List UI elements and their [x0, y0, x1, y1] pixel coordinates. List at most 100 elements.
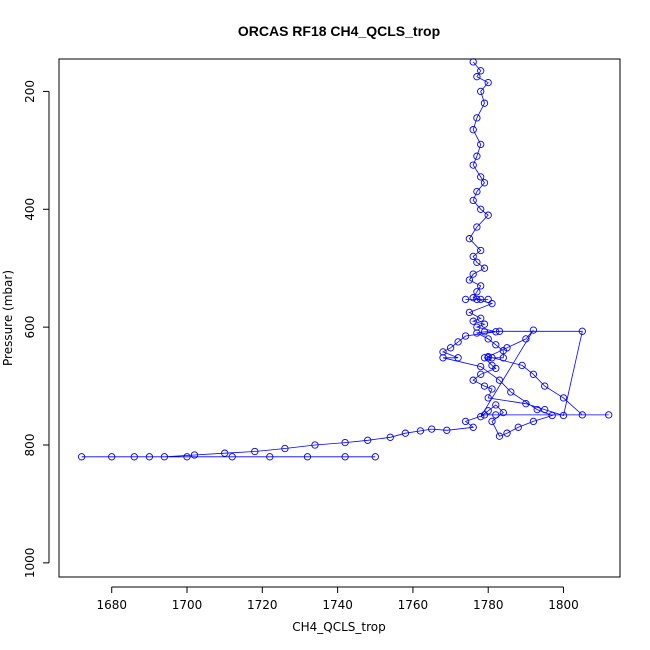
data-point	[507, 388, 515, 396]
data-point	[228, 453, 236, 461]
data-point	[477, 413, 485, 421]
data-point	[541, 405, 549, 414]
x-tick-label: 1680	[96, 598, 127, 612]
chart-title: ORCAS RF18 CH4_QCLS_trop	[238, 23, 440, 39]
data-point	[145, 453, 154, 461]
data-point	[190, 451, 199, 459]
data-point	[416, 427, 425, 435]
data-point	[495, 327, 504, 335]
data-point	[529, 417, 538, 426]
data-point	[514, 423, 522, 431]
data-point	[495, 432, 504, 440]
data-point	[488, 299, 496, 308]
data-point	[480, 264, 489, 272]
data-point	[541, 382, 549, 390]
data-point	[477, 282, 485, 290]
data-point	[469, 376, 477, 384]
data-point	[484, 394, 492, 402]
y-tick-label: 1000	[23, 548, 37, 579]
data-point	[469, 270, 477, 278]
y-tick-label: 400	[23, 198, 37, 221]
data-point	[559, 411, 568, 420]
data-point	[492, 341, 500, 349]
data-point	[251, 447, 259, 456]
data-point	[461, 295, 470, 304]
data-point	[469, 161, 477, 169]
data-point	[160, 453, 169, 461]
data-point	[477, 295, 485, 304]
data-point	[443, 426, 451, 434]
data-point	[401, 429, 410, 437]
data-point	[473, 73, 481, 81]
data-point	[503, 429, 511, 437]
data-point	[454, 338, 462, 346]
data-point	[480, 328, 489, 336]
x-tick-label: 1760	[398, 598, 429, 612]
data-point	[473, 152, 481, 160]
data-point	[480, 99, 489, 107]
data-point	[183, 453, 191, 461]
chart-axes: 1680 1700 1720 1740 1760 1780 1800 200 400 600 800…	[23, 80, 579, 612]
x-tick-label: 1780	[473, 598, 504, 612]
data-point	[499, 408, 507, 417]
y-tick-label: 600	[23, 316, 37, 339]
data-point	[484, 407, 492, 415]
data-point	[605, 411, 613, 419]
chart-marks	[77, 58, 613, 461]
data-point	[477, 370, 485, 378]
data-point	[488, 417, 496, 426]
data-point	[480, 354, 489, 362]
data-point	[266, 453, 274, 461]
data-point	[469, 196, 477, 205]
x-tick-label: 1800	[548, 598, 579, 612]
data-point	[473, 288, 481, 296]
data-point	[465, 276, 474, 284]
data-point	[386, 433, 394, 441]
data-point	[503, 344, 511, 352]
data-point	[428, 425, 436, 433]
data-point	[492, 401, 500, 409]
data-point	[477, 87, 485, 96]
data-point	[477, 173, 485, 181]
data-point	[469, 294, 477, 302]
x-tick-label: 1740	[322, 598, 353, 612]
x-axis-label: CH4_QCLS_trop	[292, 620, 386, 634]
data-point	[341, 438, 349, 447]
data-point	[480, 320, 489, 328]
data-point	[484, 78, 492, 87]
data-point	[465, 235, 474, 243]
data-point	[311, 441, 319, 449]
data-point	[477, 314, 485, 322]
data-point	[559, 394, 568, 402]
data-point	[439, 354, 447, 362]
data-point	[477, 140, 485, 149]
data-point	[488, 385, 496, 393]
data-point	[469, 252, 477, 261]
data-point	[439, 348, 447, 356]
data-point	[130, 453, 138, 461]
data-point	[473, 295, 481, 304]
data-point	[461, 417, 470, 426]
data-point	[469, 126, 477, 134]
data-point	[477, 205, 485, 213]
data-point	[522, 335, 530, 343]
data-point	[477, 246, 485, 255]
data-point	[477, 362, 485, 371]
data-point	[473, 329, 481, 337]
data-point	[488, 354, 496, 362]
data-point	[341, 453, 349, 461]
data-point	[492, 411, 500, 419]
x-tick-label: 1720	[247, 598, 278, 612]
data-point	[465, 308, 474, 317]
data-point	[484, 335, 492, 343]
data-point	[518, 361, 526, 370]
data-point	[461, 332, 470, 340]
y-tick-label: 200	[23, 80, 37, 103]
data-point	[281, 444, 289, 453]
data-point	[469, 423, 477, 431]
data-point	[578, 327, 586, 335]
data-point	[480, 179, 489, 187]
data-point	[477, 67, 485, 75]
data-point	[303, 453, 312, 461]
